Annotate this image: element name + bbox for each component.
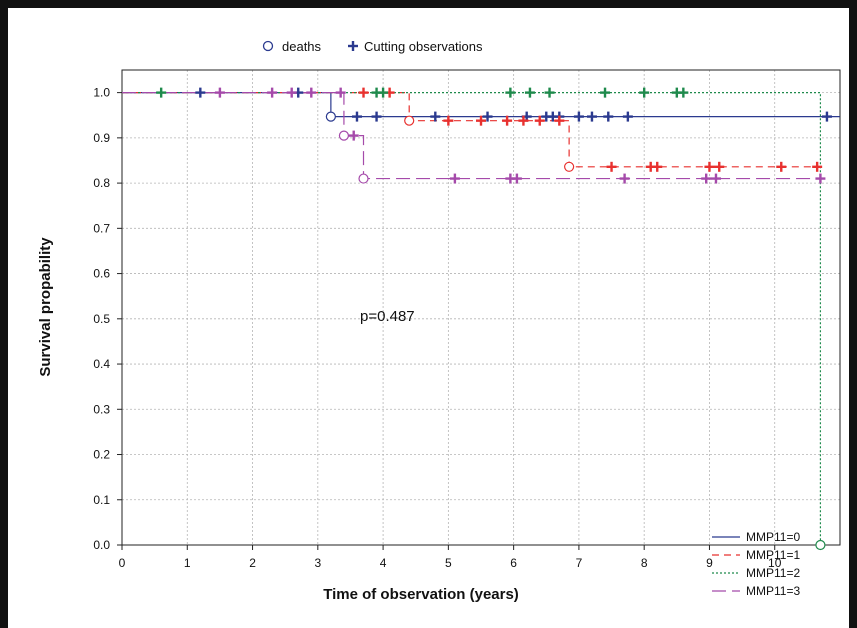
x-tick-label: 8: [641, 556, 648, 570]
death-marker: [564, 161, 575, 172]
censor-marker: [678, 87, 689, 98]
censor-marker: [502, 115, 513, 126]
x-tick-label: 7: [576, 556, 583, 570]
censor-marker: [156, 87, 167, 98]
top-legend: deaths Cutting observations: [262, 39, 483, 54]
censor-marker: [544, 87, 555, 98]
y-tick-label: 0.7: [93, 221, 110, 235]
censor-marker: [639, 87, 650, 98]
deaths-legend-marker: [262, 40, 274, 52]
x-axis: 0 1 2 3 4 5 6 7 8 9 10: [119, 545, 782, 570]
censor-marker: [443, 115, 454, 126]
censor-marker: [586, 111, 597, 122]
censor-marker: [335, 87, 346, 98]
death-marker: [404, 115, 415, 126]
censor-marker: [358, 87, 369, 98]
x-axis-title: Time of observation (years): [323, 586, 519, 603]
y-tick-label: 0.1: [93, 493, 110, 507]
death-marker: [815, 539, 826, 551]
censor-marker: [518, 115, 529, 126]
censor-marker: [600, 87, 611, 98]
death-marker: [358, 173, 369, 184]
x-tick-label: 3: [314, 556, 321, 570]
y-tick-label: 0.9: [93, 131, 110, 145]
censor-legend-label: Cutting observations: [364, 39, 483, 54]
censor-marker: [351, 111, 362, 122]
censor-marker: [776, 161, 787, 172]
censor-marker: [622, 111, 633, 122]
x-tick-label: 4: [380, 556, 387, 570]
censor-marker: [371, 111, 382, 122]
censor-marker: [511, 173, 522, 184]
survival-curve-2: [122, 92, 822, 545]
censor-marker: [534, 115, 545, 126]
censor-legend-marker: [348, 41, 358, 51]
censor-marker: [214, 87, 225, 98]
censor-marker: [603, 111, 614, 122]
censor-marker: [619, 173, 630, 184]
censor-marker: [704, 161, 715, 172]
censor-marker: [482, 111, 493, 122]
censor-marker: [306, 87, 317, 98]
y-tick-label: 0.2: [93, 448, 110, 462]
y-tick-label: 0.4: [93, 357, 110, 371]
censor-marker: [554, 115, 565, 126]
censor-marker: [821, 111, 832, 122]
y-tick-label: 0.3: [93, 402, 110, 416]
legend-label-1: MMP11=1: [746, 548, 800, 562]
death-marker: [325, 111, 336, 122]
x-tick-label: 0: [119, 556, 126, 570]
legend-label-3: MMP11=3: [746, 584, 800, 598]
x-tick-label: 1: [184, 556, 191, 570]
censor-marker: [378, 87, 389, 98]
censor-marker: [701, 173, 712, 184]
censor-marker: [286, 87, 297, 98]
censor-marker: [430, 111, 441, 122]
censor-marker: [812, 161, 823, 172]
legend-label-2: MMP11=2: [746, 566, 800, 580]
x-tick-label: 10: [768, 556, 782, 570]
x-tick-label: 6: [510, 556, 517, 570]
y-tick-label: 0.6: [93, 267, 110, 281]
deaths-legend-label: deaths: [282, 39, 322, 54]
censor-marker: [267, 87, 278, 98]
y-tick-label: 0.5: [93, 312, 110, 326]
x-tick-label: 5: [445, 556, 452, 570]
y-axis: 0.0 0.1 0.2 0.3 0.4 0.5 0.6 0.7 0.8 0.9 1.0: [93, 86, 122, 552]
death-marker: [338, 130, 350, 141]
plot-area-border: [121, 69, 841, 546]
p-value-annotation: p=0.487: [360, 308, 415, 325]
censor-marker: [449, 173, 460, 184]
censor-marker: [348, 130, 359, 141]
grid: [122, 70, 840, 545]
y-tick-label: 0.0: [93, 538, 110, 552]
y-axis-title: Survival propability: [37, 237, 54, 377]
censor-marker: [652, 161, 663, 172]
censor-marker: [476, 115, 486, 126]
y-tick-label: 0.8: [93, 176, 110, 190]
series-layer: [122, 92, 840, 545]
censor-marker: [714, 161, 725, 172]
censor-marker: [710, 173, 721, 184]
censor-marker: [815, 173, 826, 184]
markers-layer: [156, 87, 832, 551]
survival-curve-1: [122, 92, 821, 168]
survival-curve-0: [122, 92, 840, 118]
censor-marker: [524, 87, 535, 98]
censor-marker: [606, 161, 617, 172]
x-tick-label: 9: [706, 556, 713, 570]
y-tick-label: 1.0: [93, 86, 110, 100]
x-tick-label: 2: [249, 556, 256, 570]
legend-label-0: MMP11=0: [746, 530, 800, 544]
censor-marker: [195, 87, 206, 98]
censor-marker: [505, 87, 516, 98]
censor-marker: [573, 111, 584, 122]
series-legend: MMP11=0 MMP11=1 MMP11=2 MMP11=3: [712, 530, 800, 598]
